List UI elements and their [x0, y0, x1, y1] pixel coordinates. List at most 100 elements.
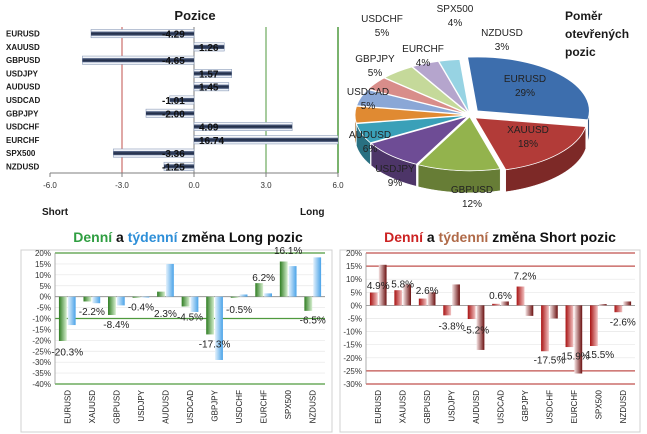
position-bar-core-nzdusd	[164, 164, 194, 169]
value-label-spx500: -3.36	[162, 149, 185, 160]
pie-label-name-nzdusd: NZDUSD	[481, 28, 523, 39]
long-weekly-bar-usdcad	[190, 296, 199, 312]
position-bar-core-xauusd	[194, 44, 225, 49]
short-data-label-xauusd: 5.8%	[391, 279, 414, 290]
long-axes: 20% 15% 10% 5% 0% -5% -10%-15% -20% -25% -30% -35%…	[32, 249, 325, 424]
short-weekly-bar-spx500	[598, 304, 607, 306]
open-positions-pie: Poměr otevřených pozic EURUSD 29% XAUUSD 18…	[347, 4, 629, 210]
short-chart-title: Denní a týdenní změna Short pozic	[384, 229, 616, 245]
long-category-label-usdcad: USDCAD	[186, 390, 195, 424]
x-tick-label: 6.0	[332, 181, 344, 190]
pie-slice-usdchf	[383, 66, 469, 114]
short-daily-bar-xauusd	[394, 290, 403, 306]
category-label-usdcad: USDCAD	[6, 96, 40, 105]
long-y-tick-label: -20%	[32, 336, 51, 345]
pie-slice-usdjpy	[370, 115, 469, 165]
pie-slice-gbpjpy	[356, 89, 468, 115]
long-category-label-eurusd: EURUSD	[63, 390, 72, 424]
short-weekly-bar-gbpusd	[427, 292, 436, 306]
category-label-gbpjpy: GBPJPY	[6, 109, 39, 118]
value-label-usdchf: 4.09	[199, 123, 219, 134]
long-daily-bar-nzdusd	[304, 296, 313, 311]
category-label-eurusd: EURUSD	[6, 30, 40, 39]
positions-chart-title: Pozice	[174, 8, 215, 23]
pie-slices	[354, 56, 590, 194]
long-daily-bar-gbpjpy	[206, 296, 215, 335]
short-bars	[369, 264, 632, 374]
long-y-tick-label: 0%	[39, 293, 51, 302]
long-weekly-bar-xauusd	[92, 296, 101, 304]
long-category-label-nzdusd: NZDUSD	[309, 390, 318, 424]
long-data-label-usdjpy: -0.4%	[128, 303, 154, 314]
positions-chart: Pozice -6.0 -3.0 0.0 3.0 6.0 EURUSD XAUUSD GBPU…	[6, 8, 344, 218]
short-daily-bar-usdchf	[541, 305, 549, 352]
short-title-and: a	[423, 229, 439, 245]
short-data-label-nzdusd: -2.6%	[610, 317, 636, 328]
long-data-label-spx500: 16.1%	[274, 246, 302, 257]
pie-label-value-usdjpy: 9%	[388, 178, 403, 189]
x-tick-label: 0.0	[188, 181, 200, 190]
pie-title-line-1: Poměr	[565, 9, 603, 23]
long-daily-bar-gbpusd	[108, 296, 116, 316]
short-category-label-spx500: SPX500	[594, 389, 603, 419]
long-data-label-nzdusd: -6.5%	[300, 316, 326, 327]
pie-slice-usdcad	[354, 105, 468, 124]
long-y-tick-label: 15%	[35, 260, 51, 269]
category-label-spx500: SPX500	[6, 149, 36, 158]
long-chart-title: Denní a týdenní změna Long pozic	[73, 229, 303, 245]
long-weekly-bar-spx500	[288, 266, 297, 297]
short-data-labels: 4.9% 5.8%2.6%-3.8%-5.2%0.6%7.2%-17.5%-15.…	[367, 272, 636, 367]
position-bar-core-eurusd	[91, 31, 194, 36]
pie-slice-gbpusd	[417, 116, 501, 172]
position-bar-core-gbpusd	[82, 58, 194, 63]
short-label: Short	[42, 207, 69, 218]
long-daily-bar-spx500	[279, 261, 288, 297]
long-data-label-eurchf: 6.2%	[252, 273, 275, 284]
pie-slice-spx500	[411, 60, 470, 114]
short-daily-bar-audusd	[467, 305, 476, 320]
short-y-tick-label: 20%	[346, 249, 362, 258]
position-bar-core-eurchf	[194, 137, 338, 142]
pie-label-value-eurchf: 4%	[416, 58, 431, 69]
pie-label-name-gbpjpy: GBPJPY	[355, 54, 395, 65]
long-y-tick-label: 10%	[35, 271, 51, 280]
pie-slice-audusd	[355, 115, 468, 144]
pie-label-name-audusd: AUDUSD	[349, 130, 391, 141]
short-category-label-usdjpy: USDJPY	[448, 389, 457, 421]
long-data-label-xauusd: -2.2%	[79, 307, 105, 318]
category-label-usdjpy: USDJPY	[6, 69, 39, 78]
long-y-tick-label: 20%	[35, 249, 51, 258]
short-weekly-bar-eurusd	[378, 264, 387, 306]
category-label-gbpusd: GBPUSD	[6, 56, 40, 65]
pie-label-value-nzdusd: 3%	[495, 42, 510, 53]
long-y-tick-label: -40%	[32, 380, 51, 389]
pie-label-name-eurusd: EURUSD	[504, 74, 546, 85]
short-data-label-spx500: -15.5%	[582, 350, 614, 361]
short-category-label-gbpusd: GBPUSD	[423, 390, 432, 424]
short-category-label-eurusd: EURUSD	[374, 390, 383, 424]
long-category-label-audusd: AUDUSD	[161, 390, 170, 424]
short-weekly-bar-usdjpy	[452, 284, 460, 306]
position-bar-core-usdchf	[194, 124, 293, 129]
long-title-daily: Denní	[73, 229, 113, 245]
value-label-eurchf: 16.74	[199, 136, 224, 147]
short-category-label-audusd: AUDUSD	[472, 390, 481, 424]
long-daily-bar-eurusd	[58, 296, 67, 341]
x-tick-label: -3.0	[115, 181, 129, 190]
long-daily-bar-xauusd	[83, 296, 92, 302]
short-daily-bar-usdcad	[492, 303, 501, 306]
short-daily-bar-usdjpy	[443, 305, 452, 316]
category-label-audusd: AUDUSD	[6, 83, 40, 92]
long-category-label-usdchf: USDCHF	[235, 390, 244, 423]
short-data-label-usdchf: -17.5%	[534, 355, 566, 366]
pie-label-name-xauusd: XAUUSD	[507, 125, 549, 136]
short-y-tick-label: -25%	[343, 367, 362, 376]
pie-label-name-usdcad: USDCAD	[347, 87, 389, 98]
pie-label-value-xauusd: 18%	[518, 139, 538, 150]
short-daily-bar-gbpusd	[418, 298, 427, 306]
pie-label-value-usdchf: 5%	[375, 28, 390, 39]
position-bar-core-usdjpy	[194, 71, 232, 76]
short-data-label-gbpjpy: 7.2%	[514, 272, 537, 283]
short-title-rest: změna Short pozic	[488, 229, 616, 245]
pie-label-value-spx500: 4%	[448, 18, 463, 29]
